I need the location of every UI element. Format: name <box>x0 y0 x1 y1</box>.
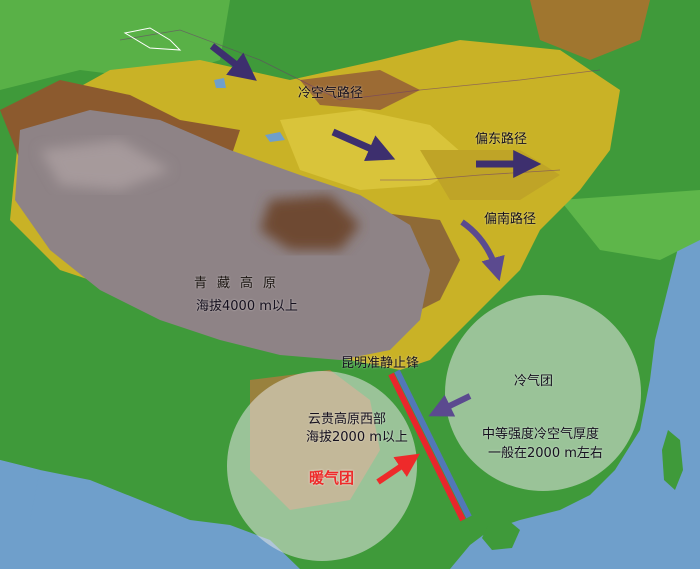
warm-air-mass-label: 暖气团 <box>309 469 355 487</box>
cold-air-mass-circle <box>445 295 641 491</box>
yungui-plateau-label: 云贵高原西部 <box>308 412 387 427</box>
yungui-altitude-label: 海拔2000 m以上 <box>306 430 408 445</box>
warm-air-arrow-icon <box>376 453 420 485</box>
border-lines <box>119 29 601 101</box>
east-path-label: 偏东路径 <box>475 132 528 147</box>
cold-air-desc-line2: 一般在2000 m左右 <box>488 446 603 461</box>
south-path-label: 偏南路径 <box>484 212 537 227</box>
arrow-icon <box>331 128 396 162</box>
plateau-altitude-label: 海拔4000 m以上 <box>196 299 298 314</box>
hainan-island <box>482 520 520 550</box>
taiwan-island <box>662 430 683 490</box>
front-name-label: 昆明准静止锋 <box>341 356 420 371</box>
arrow-icon <box>428 393 472 417</box>
stationary-front-icon <box>388 369 472 522</box>
warm-air-mass-circle <box>227 371 417 561</box>
arrow-icon <box>460 219 505 282</box>
cold-air-path-label: 冷空气路径 <box>298 86 364 101</box>
cold-air-mass-label: 冷气团 <box>514 374 554 389</box>
cold-air-desc-line1: 中等强度冷空气厚度 <box>482 427 600 442</box>
arrow-icon <box>209 43 257 81</box>
plateau-name-label: 青藏高原 <box>194 276 287 291</box>
